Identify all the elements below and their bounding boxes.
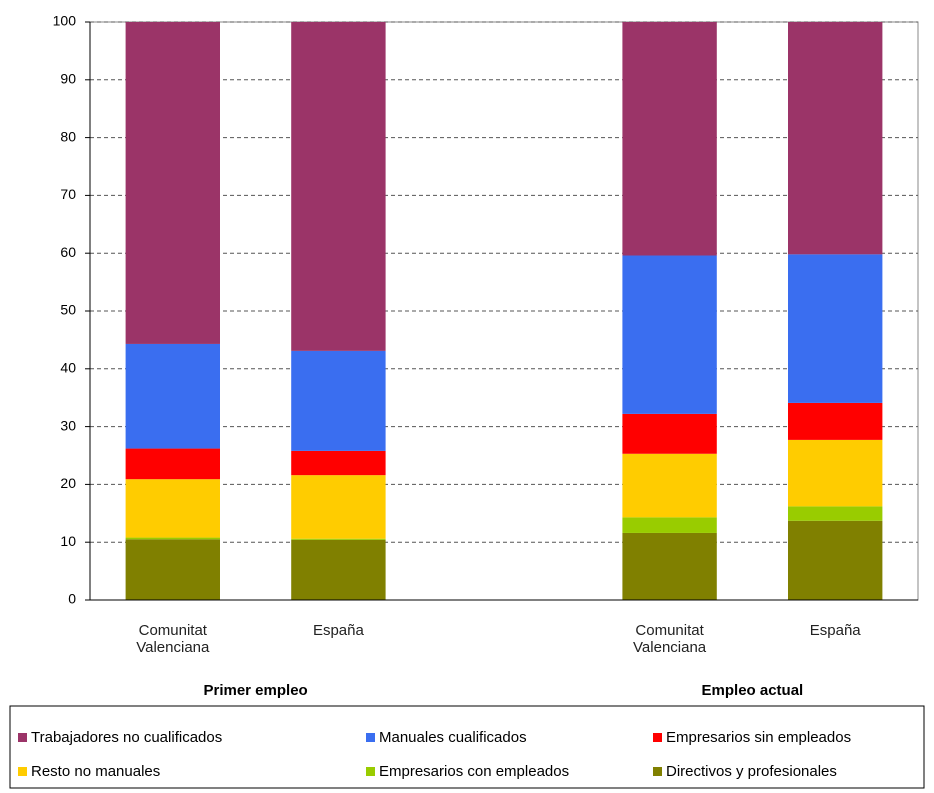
bar-segment <box>291 450 386 476</box>
x-tick-label: España <box>809 622 861 639</box>
bar-segment <box>125 537 220 540</box>
y-tick-label: 0 <box>68 591 76 607</box>
x-tick-label: Comunitat Valenciana <box>633 622 707 656</box>
bar-segment <box>622 255 717 414</box>
legend-label: Empresarios sin empleados <box>666 729 851 746</box>
bar-segment <box>291 22 386 351</box>
bar-segment <box>291 350 386 451</box>
bar-segment <box>125 448 220 480</box>
x-tick-label: Comunitat Valenciana <box>136 622 210 656</box>
y-tick-label: 60 <box>60 244 76 260</box>
y-tick-label: 80 <box>60 128 76 144</box>
legend-swatch <box>366 733 375 742</box>
legend-label: Trabajadores no cualificados <box>31 729 222 746</box>
bar-segment <box>788 402 883 440</box>
bar-segment <box>788 439 883 507</box>
bar-segment <box>622 517 717 533</box>
x-tick-label: España <box>312 622 364 639</box>
bar-segment <box>291 538 386 540</box>
group-label: Primer empleo <box>203 682 308 699</box>
bar-segment <box>291 475 386 539</box>
bar-segment <box>788 22 883 255</box>
y-tick-label: 20 <box>60 475 76 491</box>
legend-swatch <box>18 767 27 776</box>
bar-segment <box>788 520 883 600</box>
bar-segment <box>622 413 717 454</box>
legend-swatch <box>653 733 662 742</box>
bar-segment <box>291 539 386 600</box>
y-tick-label: 50 <box>60 302 76 318</box>
group-label: Empleo actual <box>701 682 804 699</box>
legend-label: Resto no manuales <box>31 763 160 780</box>
legend-swatch <box>18 733 27 742</box>
legend-label: Directivos y profesionales <box>666 763 837 780</box>
y-tick-label: 100 <box>53 13 77 29</box>
y-tick-label: 30 <box>60 417 76 433</box>
bar-segment <box>125 22 220 344</box>
legend-swatch <box>366 767 375 776</box>
bar-segment <box>788 506 883 521</box>
legend-swatch <box>653 767 662 776</box>
y-tick-label: 10 <box>60 533 76 549</box>
bar-segment <box>125 539 220 600</box>
bar-segment <box>125 343 220 449</box>
bar-segment <box>622 532 717 600</box>
y-tick-label: 70 <box>60 186 76 202</box>
bar-segment <box>788 254 883 403</box>
y-tick-label: 90 <box>60 71 76 87</box>
legend-box <box>9 705 925 789</box>
bar-segment <box>125 479 220 538</box>
y-tick-label: 40 <box>60 360 76 376</box>
bar-segment <box>622 22 717 256</box>
legend-label: Manuales cualificados <box>379 729 527 746</box>
bar-segment <box>622 453 717 518</box>
legend-label: Empresarios con empleados <box>379 763 569 780</box>
